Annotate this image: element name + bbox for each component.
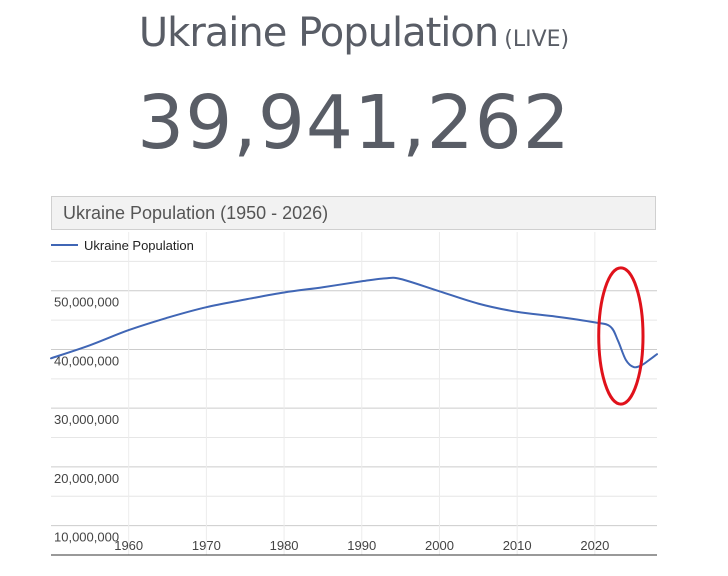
x-tick-label: 2000 — [425, 538, 454, 553]
x-tick-label: 1960 — [114, 538, 143, 553]
x-tick-label: 1970 — [192, 538, 221, 553]
y-tick-label: 10,000,000 — [54, 530, 119, 545]
highlight-circle-annotation — [597, 266, 645, 406]
live-indicator: (LIVE) — [504, 27, 570, 52]
annotations — [597, 266, 645, 406]
x-tick-label: 1990 — [347, 538, 376, 553]
y-tick-labels: 10,000,000 20,000,000 30,000,000 40,000,000… — [54, 295, 119, 545]
y-tick-label: 20,000,000 — [54, 471, 119, 486]
x-tick-label: 2020 — [580, 538, 609, 553]
legend-label: Ukraine Population — [84, 238, 194, 253]
legend[interactable]: Ukraine Population — [51, 238, 194, 253]
chart-title: Ukraine Population (1950 - 2026) — [51, 196, 656, 230]
page-title-main: Ukraine Population — [138, 10, 499, 56]
x-tick-label: 1980 — [270, 538, 299, 553]
x-tick-label: 2010 — [503, 538, 532, 553]
x-tick-labels: 1960 1970 1980 1990 2000 2010 2020 — [114, 538, 609, 553]
series-line-ukraine-population — [50, 276, 658, 369]
y-tick-label: 50,000,000 — [54, 295, 119, 310]
y-tick-label: 40,000,000 — [54, 353, 119, 368]
y-tick-label: 30,000,000 — [54, 412, 119, 427]
live-population-counter: 39,941,262 — [137, 80, 571, 166]
page-title: Ukraine Population (LIVE) — [0, 10, 708, 56]
gridlines — [51, 232, 657, 556]
series-lines — [50, 276, 658, 369]
